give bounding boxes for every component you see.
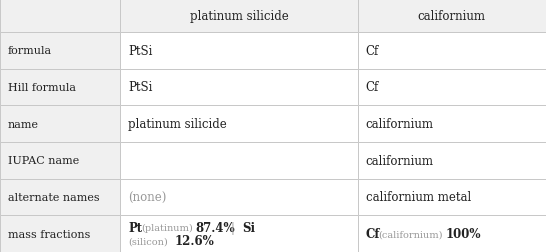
Text: californium: californium bbox=[418, 10, 486, 23]
Bar bbox=[358, 179, 546, 215]
Bar bbox=[0, 179, 120, 215]
Bar bbox=[0, 142, 120, 179]
Text: IUPAC name: IUPAC name bbox=[8, 156, 79, 166]
Text: platinum silicide: platinum silicide bbox=[189, 10, 288, 23]
Bar bbox=[0, 106, 120, 142]
Bar bbox=[358, 215, 546, 252]
Bar bbox=[120, 142, 358, 179]
Text: (none): (none) bbox=[128, 191, 167, 204]
Bar bbox=[0, 215, 120, 252]
Text: PtSi: PtSi bbox=[128, 45, 152, 57]
Text: name: name bbox=[8, 119, 39, 129]
Text: formula: formula bbox=[8, 46, 52, 56]
Text: californium metal: californium metal bbox=[366, 191, 471, 204]
Bar bbox=[120, 69, 358, 106]
Bar bbox=[0, 69, 120, 106]
Bar bbox=[120, 33, 358, 69]
Text: 12.6%: 12.6% bbox=[174, 235, 214, 247]
Text: californium: californium bbox=[366, 118, 434, 131]
Text: californium: californium bbox=[366, 154, 434, 167]
Text: 100%: 100% bbox=[446, 227, 481, 240]
Text: 87.4%: 87.4% bbox=[195, 222, 235, 234]
Text: Si: Si bbox=[242, 222, 255, 234]
Bar bbox=[120, 215, 358, 252]
Text: (californium): (californium) bbox=[378, 229, 443, 238]
Bar bbox=[358, 69, 546, 106]
Bar bbox=[358, 0, 546, 33]
Bar bbox=[358, 106, 546, 142]
Text: Pt: Pt bbox=[128, 222, 143, 234]
Text: Cf: Cf bbox=[366, 45, 379, 57]
Bar bbox=[120, 0, 358, 33]
Text: Cf: Cf bbox=[366, 81, 379, 94]
Bar bbox=[0, 33, 120, 69]
Text: PtSi: PtSi bbox=[128, 81, 152, 94]
Bar bbox=[120, 106, 358, 142]
Text: Cf: Cf bbox=[366, 227, 380, 240]
Bar bbox=[358, 142, 546, 179]
Text: mass fractions: mass fractions bbox=[8, 229, 91, 239]
Text: (platinum): (platinum) bbox=[141, 223, 193, 232]
Text: Hill formula: Hill formula bbox=[8, 83, 76, 92]
Text: (silicon): (silicon) bbox=[128, 237, 168, 245]
Text: |: | bbox=[230, 222, 234, 234]
Bar bbox=[0, 0, 120, 33]
Text: platinum silicide: platinum silicide bbox=[128, 118, 227, 131]
Bar bbox=[358, 33, 546, 69]
Bar bbox=[120, 179, 358, 215]
Text: alternate names: alternate names bbox=[8, 192, 99, 202]
